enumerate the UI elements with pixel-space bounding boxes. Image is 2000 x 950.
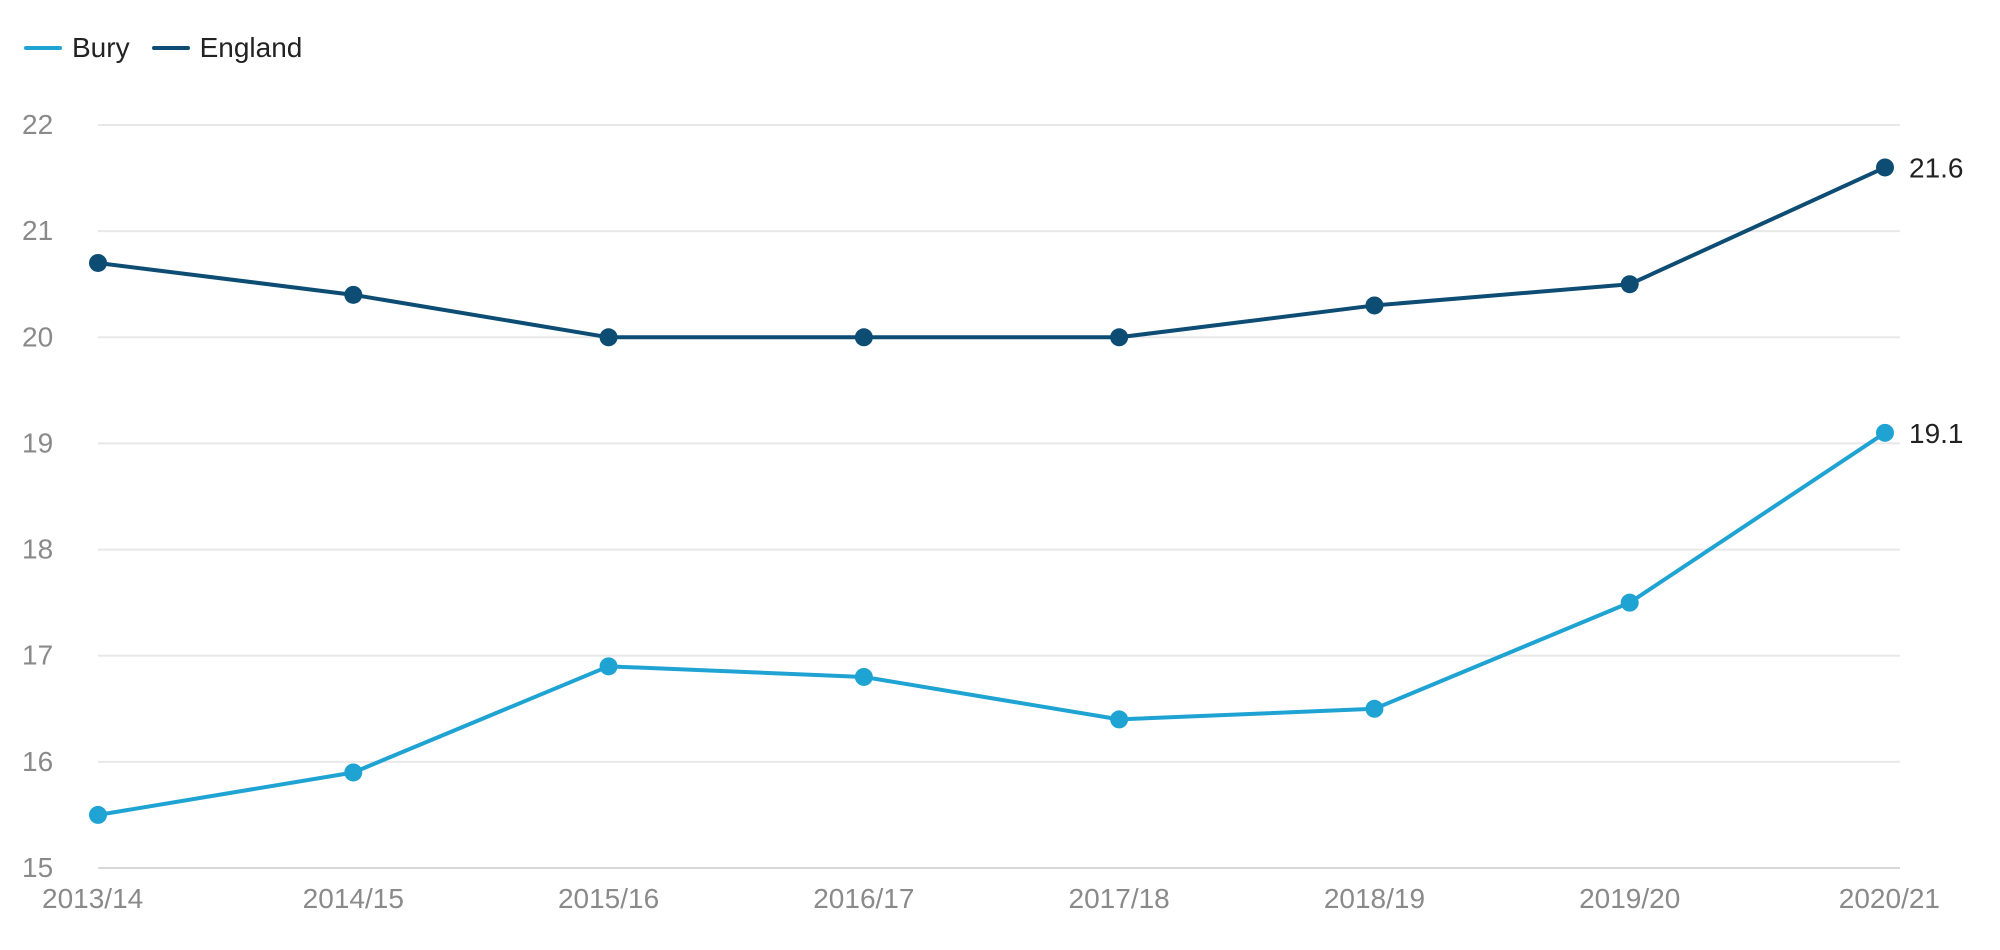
axis-layer: 15 16 17 18 19 20 21 22 2013/14 2014/15 2015/16 201… bbox=[22, 109, 1940, 914]
data-point-england bbox=[854, 328, 873, 347]
y-tick-label: 22 bbox=[22, 109, 53, 140]
legend-item-england: England bbox=[151, 32, 303, 64]
data-point-bury bbox=[1876, 423, 1894, 442]
data-point-england bbox=[1876, 158, 1894, 177]
grid-layer bbox=[98, 124, 1900, 869]
data-point-england bbox=[1620, 275, 1639, 294]
data-point-bury bbox=[1620, 593, 1639, 612]
x-tick-label: 2017/18 bbox=[1069, 883, 1170, 914]
legend-item-bury: Bury bbox=[24, 32, 130, 64]
data-point-bury bbox=[599, 657, 618, 676]
data-label-bury: 19.1 bbox=[1909, 418, 1964, 449]
y-tick-label: 19 bbox=[22, 427, 53, 458]
x-tick-label: 2018/19 bbox=[1324, 883, 1425, 914]
series-layer bbox=[89, 158, 1894, 824]
label-layer: 19.1 21.6 bbox=[1909, 152, 1964, 448]
data-point-bury bbox=[344, 763, 363, 782]
y-tick-label: 18 bbox=[22, 534, 53, 565]
data-point-england bbox=[1365, 296, 1384, 315]
x-tick-label: 2014/15 bbox=[303, 883, 404, 914]
y-tick-label: 20 bbox=[22, 321, 53, 352]
x-tick-label: 2020/21 bbox=[1839, 883, 1940, 914]
data-point-bury bbox=[1110, 710, 1129, 729]
y-tick-label: 17 bbox=[22, 640, 53, 671]
legend-label-england: England bbox=[199, 32, 303, 63]
y-tick-label: 16 bbox=[22, 746, 53, 777]
x-tick-label: 2019/20 bbox=[1579, 883, 1680, 914]
series-line-england bbox=[96, 165, 1887, 340]
legend-swatch-england bbox=[151, 46, 190, 50]
data-label-england: 21.6 bbox=[1909, 152, 1964, 183]
x-tick-label: 2016/17 bbox=[813, 883, 914, 914]
y-tick-label: 21 bbox=[22, 215, 53, 246]
x-tick-label: 2015/16 bbox=[558, 883, 659, 914]
legend: Bury England bbox=[24, 32, 302, 64]
data-point-england bbox=[344, 285, 363, 304]
legend-swatch-bury bbox=[24, 46, 62, 50]
data-point-bury bbox=[854, 667, 873, 686]
data-point-bury bbox=[1365, 699, 1384, 718]
x-tick-label: 2013/14 bbox=[42, 883, 143, 914]
series-line-bury bbox=[96, 430, 1887, 817]
legend-label-bury: Bury bbox=[72, 32, 130, 63]
data-point-bury bbox=[89, 805, 107, 824]
data-point-england bbox=[599, 328, 618, 347]
data-point-england bbox=[89, 253, 107, 272]
y-tick-label: 15 bbox=[22, 852, 53, 883]
data-point-england bbox=[1110, 328, 1129, 347]
